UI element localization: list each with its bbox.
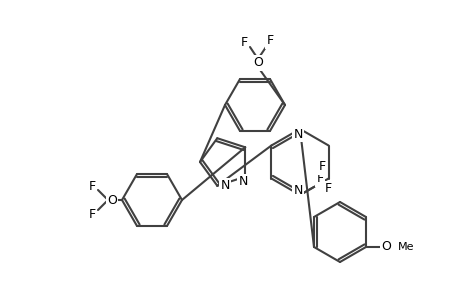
Text: F: F — [88, 208, 95, 220]
Text: N: N — [220, 179, 230, 192]
Text: F: F — [324, 182, 331, 196]
Text: O: O — [252, 56, 263, 70]
Text: Me: Me — [397, 242, 414, 252]
Text: N: N — [293, 128, 302, 140]
Text: O: O — [107, 194, 117, 206]
Text: N: N — [238, 175, 247, 188]
Text: F: F — [318, 160, 325, 173]
Text: O: O — [380, 241, 390, 254]
Text: F: F — [88, 179, 95, 193]
Text: F: F — [240, 37, 247, 50]
Text: N: N — [293, 184, 302, 196]
Text: F: F — [266, 34, 273, 47]
Text: F: F — [316, 172, 323, 185]
